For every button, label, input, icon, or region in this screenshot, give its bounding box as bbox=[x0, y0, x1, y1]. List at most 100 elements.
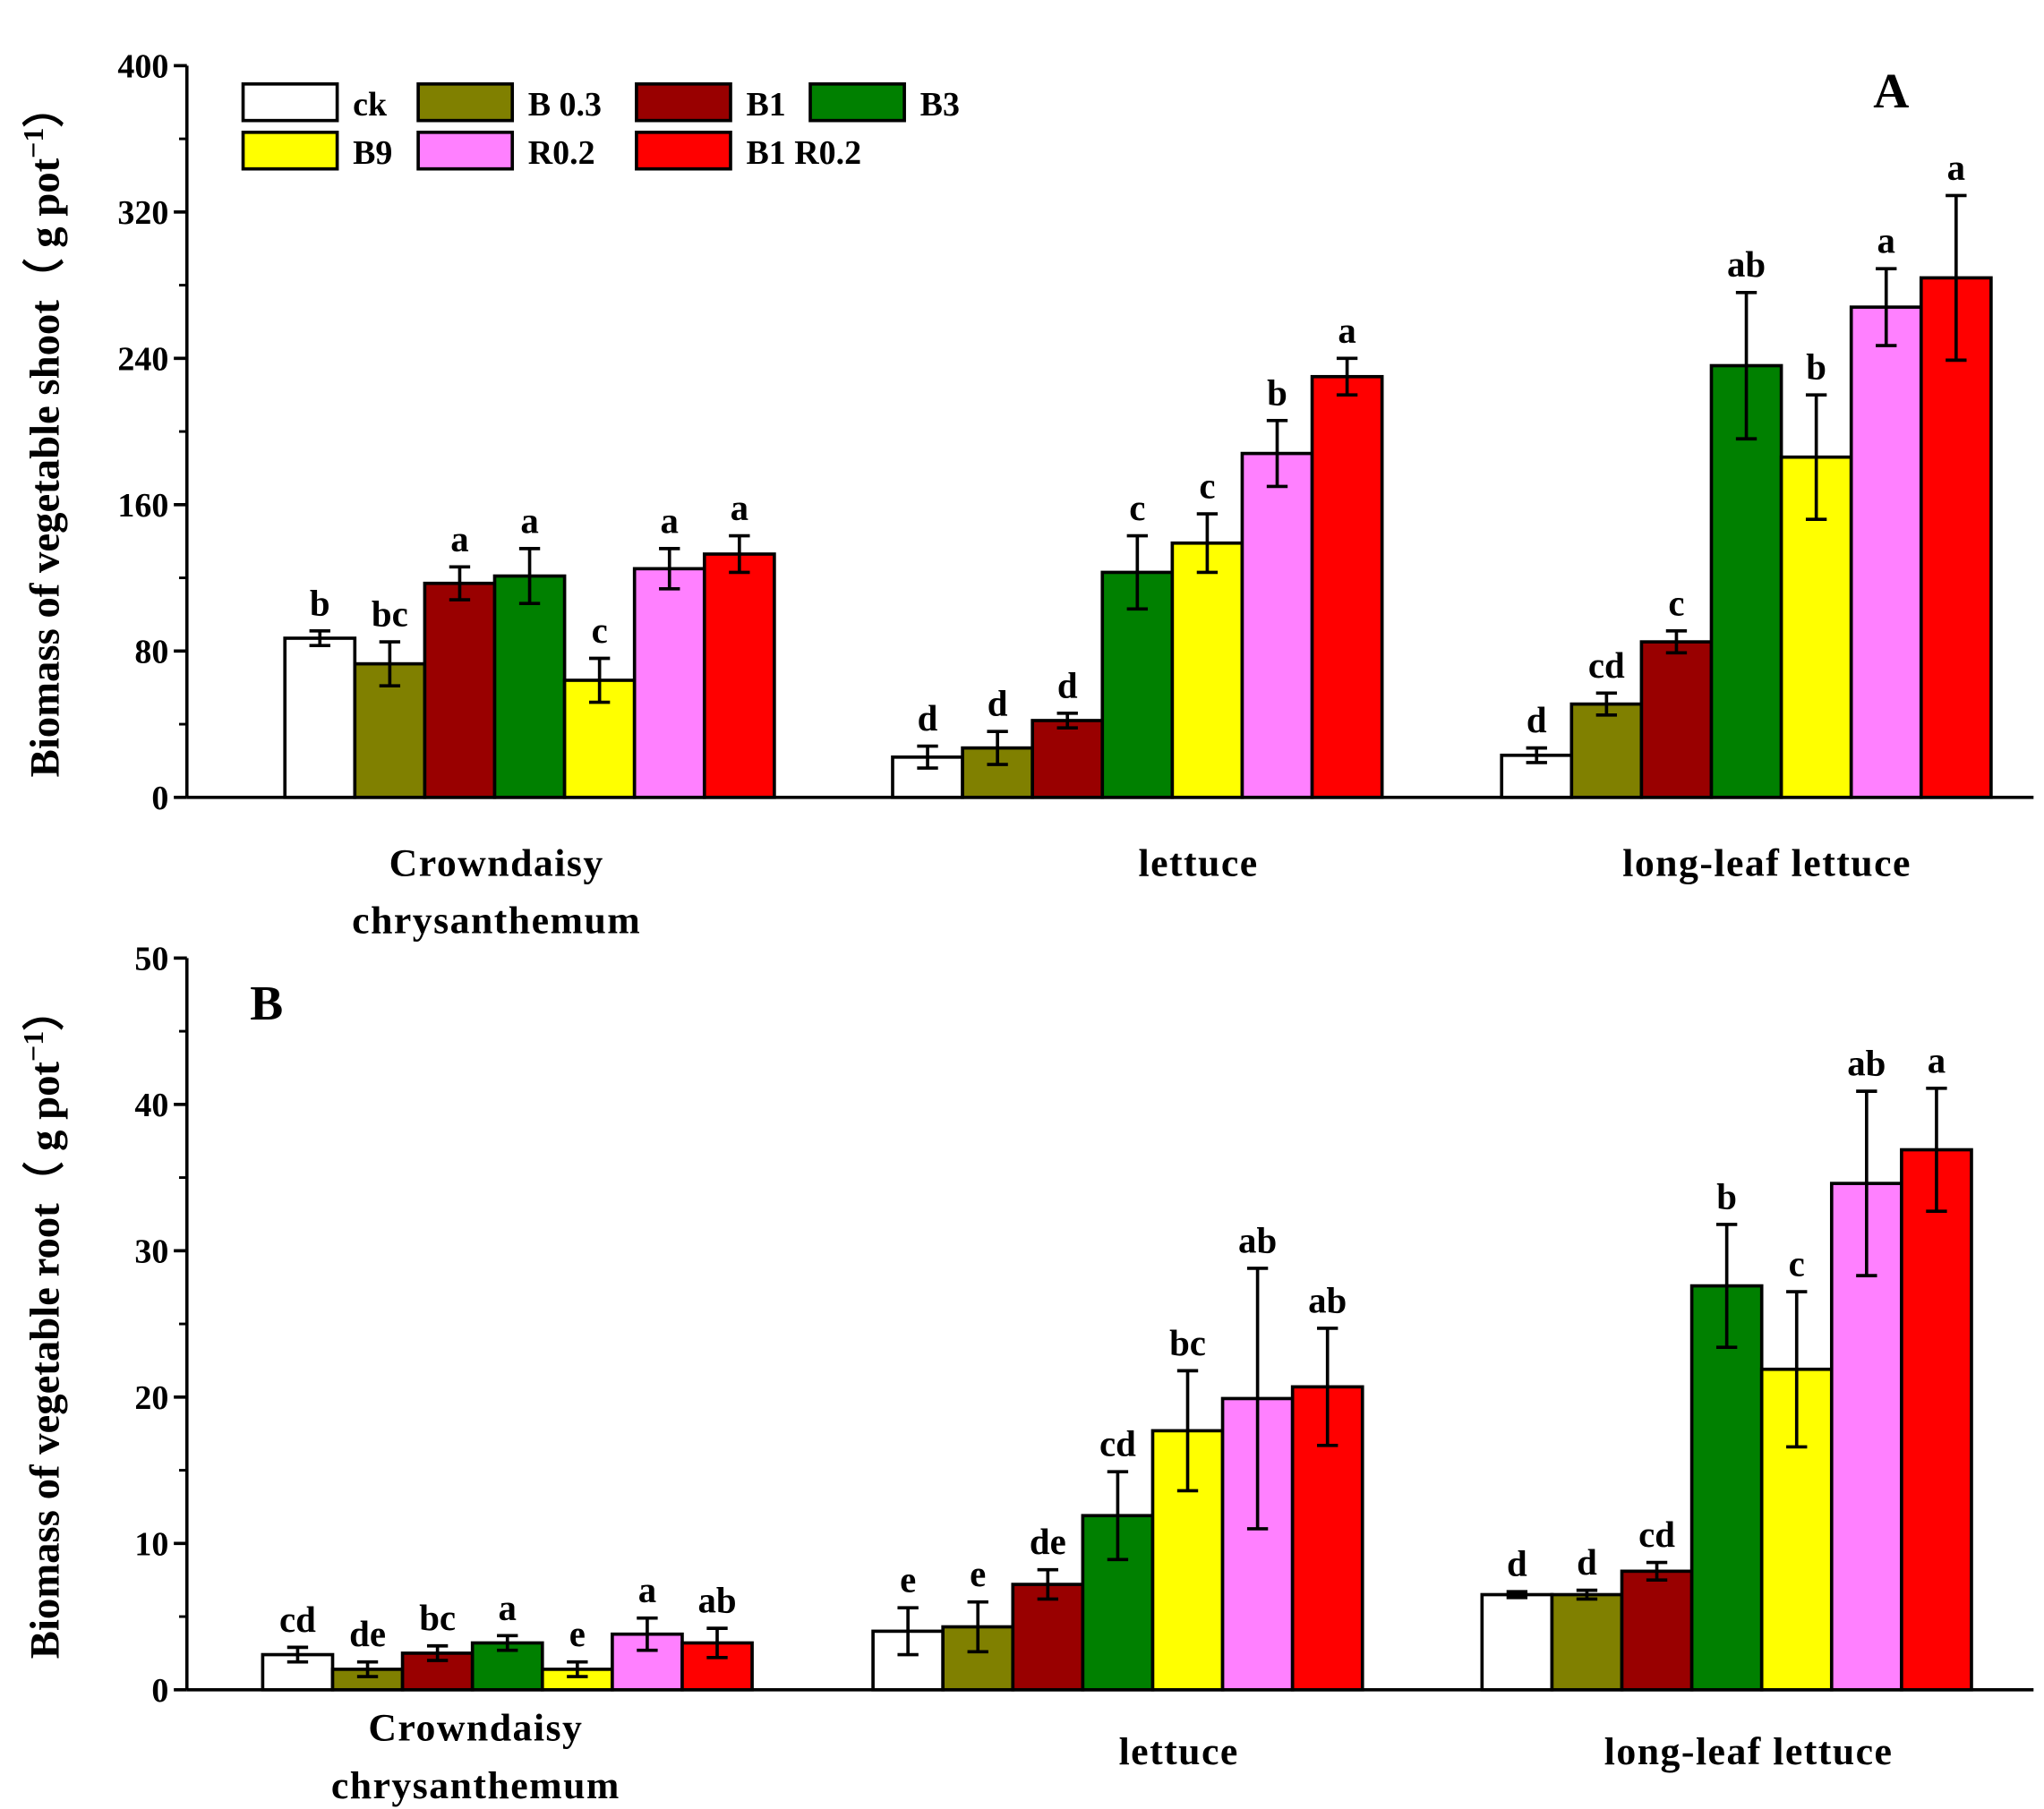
bar-ck bbox=[283, 636, 357, 799]
significance-letter: cd bbox=[1588, 645, 1625, 686]
legend-swatch bbox=[241, 130, 339, 171]
y-tick-label: 160 bbox=[117, 487, 168, 525]
bar-b1 bbox=[1620, 1569, 1694, 1692]
significance-letter: d bbox=[1577, 1542, 1597, 1583]
y-tick-label: 30 bbox=[134, 1233, 168, 1270]
significance-letter: a bbox=[1877, 221, 1895, 261]
legend-swatch bbox=[241, 81, 339, 123]
significance-letter: ab bbox=[697, 1581, 736, 1621]
bar-b9 bbox=[1170, 541, 1244, 799]
y-tick-label: 80 bbox=[134, 633, 168, 670]
bar-b3 bbox=[492, 574, 567, 799]
significance-letter: e bbox=[900, 1560, 916, 1600]
significance-letter: d bbox=[988, 684, 1008, 724]
significance-letter: e bbox=[569, 1614, 586, 1654]
bar-b0.3 bbox=[353, 661, 427, 799]
legend-label: B1 bbox=[746, 86, 785, 124]
y-tick-label: 320 bbox=[117, 194, 168, 232]
significance-letter: a bbox=[450, 519, 468, 559]
category-label: lettuce bbox=[1138, 841, 1258, 884]
panel-label: A bbox=[1873, 64, 1909, 118]
significance-letter: cd bbox=[1638, 1515, 1675, 1555]
significance-letter: b bbox=[1806, 347, 1826, 388]
legend-label: B3 bbox=[920, 86, 960, 124]
bar-r0.2 bbox=[1849, 305, 1923, 799]
bar-b1r0.2 bbox=[702, 552, 776, 799]
y-tick-label: 240 bbox=[117, 340, 168, 378]
significance-letter: bc bbox=[419, 1598, 456, 1638]
legend-label: B 0.3 bbox=[528, 86, 602, 124]
y-tick-label: 20 bbox=[134, 1379, 168, 1417]
bar-ck bbox=[1480, 1592, 1554, 1692]
significance-letter: a bbox=[638, 1570, 656, 1610]
significance-letter: c bbox=[1129, 488, 1145, 528]
significance-letter: bc bbox=[372, 594, 408, 635]
significance-letter: de bbox=[349, 1614, 386, 1654]
legend-label: R0.2 bbox=[528, 134, 595, 172]
bar-b1 bbox=[423, 581, 497, 799]
category-label: chrysanthemum bbox=[331, 1764, 620, 1807]
legend-swatch bbox=[635, 81, 732, 123]
significance-letter: d bbox=[1527, 700, 1547, 740]
y-tick-label: 40 bbox=[134, 1087, 168, 1124]
category-label: Crowndaisy bbox=[368, 1707, 583, 1750]
significance-letter: c bbox=[1199, 466, 1215, 507]
legend-label: B9 bbox=[353, 134, 392, 172]
significance-letter: bc bbox=[1169, 1323, 1206, 1363]
legend: ck B 0.3 B1 B3 B9 R0.2 B1 R0.2 bbox=[241, 81, 960, 172]
y-tick-label: 0 bbox=[151, 780, 168, 817]
significance-letter: a bbox=[1928, 1040, 1946, 1080]
legend-swatch bbox=[416, 130, 515, 171]
significance-letter: ab bbox=[1727, 244, 1766, 285]
bar-ck bbox=[891, 755, 964, 799]
significance-letter: e bbox=[970, 1554, 986, 1594]
significance-letter: c bbox=[592, 610, 608, 651]
bar-b0.3 bbox=[1569, 702, 1644, 799]
y-tick-label: 10 bbox=[134, 1525, 168, 1563]
significance-letter: c bbox=[1668, 583, 1684, 623]
significance-letter: b bbox=[1716, 1176, 1737, 1216]
category-label: long-leaf lettuce bbox=[1622, 841, 1911, 884]
significance-letter: a bbox=[520, 500, 538, 541]
y-tick-label: 50 bbox=[134, 940, 168, 977]
category-label: Crowndaisy bbox=[389, 841, 604, 884]
bar-b1r0.2 bbox=[1919, 276, 1993, 799]
significance-letter: cd bbox=[1099, 1424, 1136, 1464]
legend-swatch bbox=[416, 81, 515, 123]
bar-b1 bbox=[1639, 640, 1714, 799]
significance-letter: a bbox=[661, 500, 679, 541]
significance-letter: a bbox=[499, 1588, 517, 1628]
legend-label: ck bbox=[353, 86, 388, 124]
bar-b1r0.2 bbox=[1900, 1148, 1973, 1692]
bar-r0.2 bbox=[1240, 451, 1314, 799]
legend-label: B1 R0.2 bbox=[746, 134, 861, 172]
panel-A: 0 80 160 240 320 400 Biomass of vegetable shoo… bbox=[17, 47, 2034, 943]
y-axis-label: Biomass of vegetable root（ g pot−1） bbox=[17, 989, 69, 1659]
significance-letter: a bbox=[1338, 311, 1356, 351]
panel-label: B bbox=[250, 976, 283, 1030]
category-label: long-leaf lettuce bbox=[1604, 1730, 1894, 1773]
significance-letter: d bbox=[918, 698, 938, 738]
bar-r0.2 bbox=[632, 567, 706, 799]
bar-b1 bbox=[1031, 719, 1105, 799]
y-tick-label: 0 bbox=[151, 1672, 168, 1710]
bar-b1r0.2 bbox=[1310, 374, 1384, 799]
significance-letter: a bbox=[1947, 148, 1965, 188]
panel-B: 0 10 20 30 40 50 Biomass of vegetable root（ g … bbox=[17, 940, 2034, 1807]
significance-letter: ab bbox=[1238, 1220, 1277, 1260]
significance-letter: cd bbox=[279, 1600, 316, 1640]
category-label: chrysanthemum bbox=[352, 900, 641, 943]
significance-letter: b bbox=[310, 583, 330, 623]
significance-letter: ab bbox=[1847, 1044, 1886, 1084]
significance-letter: de bbox=[1030, 1522, 1066, 1562]
significance-letter: c bbox=[1789, 1244, 1805, 1284]
significance-letter: b bbox=[1267, 372, 1287, 413]
y-axis-label: Biomass of vegetable shoot（ g pot−1） bbox=[17, 86, 69, 778]
significance-letter: d bbox=[1057, 665, 1078, 705]
legend-swatch bbox=[635, 130, 732, 171]
y-tick-label: 400 bbox=[117, 47, 168, 85]
significance-letter: d bbox=[1507, 1544, 1527, 1584]
significance-letter: ab bbox=[1308, 1280, 1347, 1320]
significance-letter: a bbox=[731, 488, 748, 528]
